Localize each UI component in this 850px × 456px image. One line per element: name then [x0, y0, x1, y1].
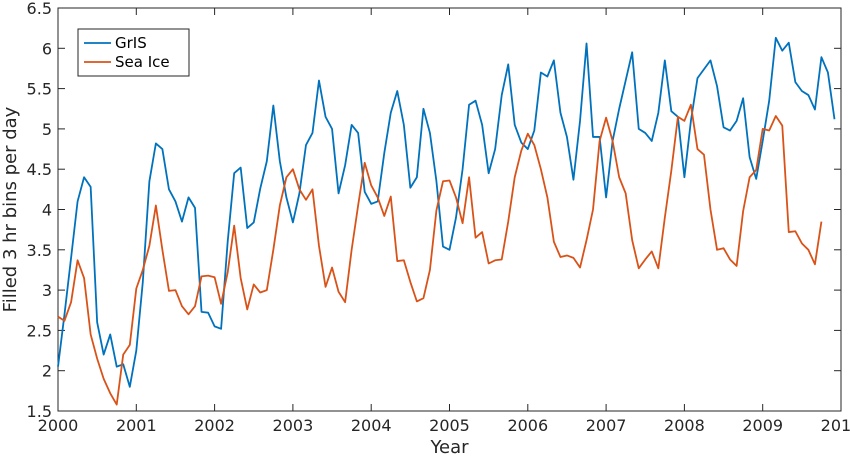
x-tick-label: 2001 [116, 416, 157, 435]
x-tick-label: 2010 [821, 416, 850, 435]
y-tick-label: 6 [42, 39, 52, 58]
y-tick-label: 4 [42, 201, 52, 220]
x-tick-label: 2006 [507, 416, 548, 435]
y-tick-label: 5.5 [27, 80, 52, 99]
legend-label-gris: GrIS [115, 34, 147, 52]
axis-ticks [57, 7, 842, 412]
series-line-sea-ice [57, 103, 823, 406]
y-tick-label: 2.5 [27, 321, 52, 340]
x-axis-label: Year [429, 437, 469, 456]
x-tick-label: 2007 [586, 416, 627, 435]
x-tick-label: 2003 [273, 416, 314, 435]
x-tick-label: 2004 [351, 416, 392, 435]
x-tick-label: 2008 [664, 416, 705, 435]
legend-box [77, 28, 190, 77]
y-tick-label: 3.5 [27, 241, 52, 260]
legend-label-sea-ice: Sea Ice [115, 53, 170, 71]
y-tick-label: 5 [42, 120, 52, 139]
x-tick-label: 2000 [38, 416, 79, 435]
x-tick-label: 2005 [429, 416, 470, 435]
series-layer [57, 36, 836, 406]
y-tick-label: 3 [42, 281, 52, 300]
x-tick-label: 2002 [194, 416, 235, 435]
series-line-gris [57, 36, 836, 388]
axis-tick-labels: 2000 2001 2002 2003 2004 2005 2006 2007 2008 2009… [27, 0, 850, 435]
y-tick-label: 1.5 [27, 402, 52, 421]
y-axis-label: Filled 3 hr bins per day [0, 106, 21, 312]
legend: GrIS Sea Ice [77, 28, 190, 77]
y-tick-label: 4.5 [27, 160, 52, 179]
y-tick-label: 6.5 [27, 0, 52, 18]
y-tick-label: 2 [42, 362, 52, 381]
x-tick-label: 2009 [742, 416, 783, 435]
